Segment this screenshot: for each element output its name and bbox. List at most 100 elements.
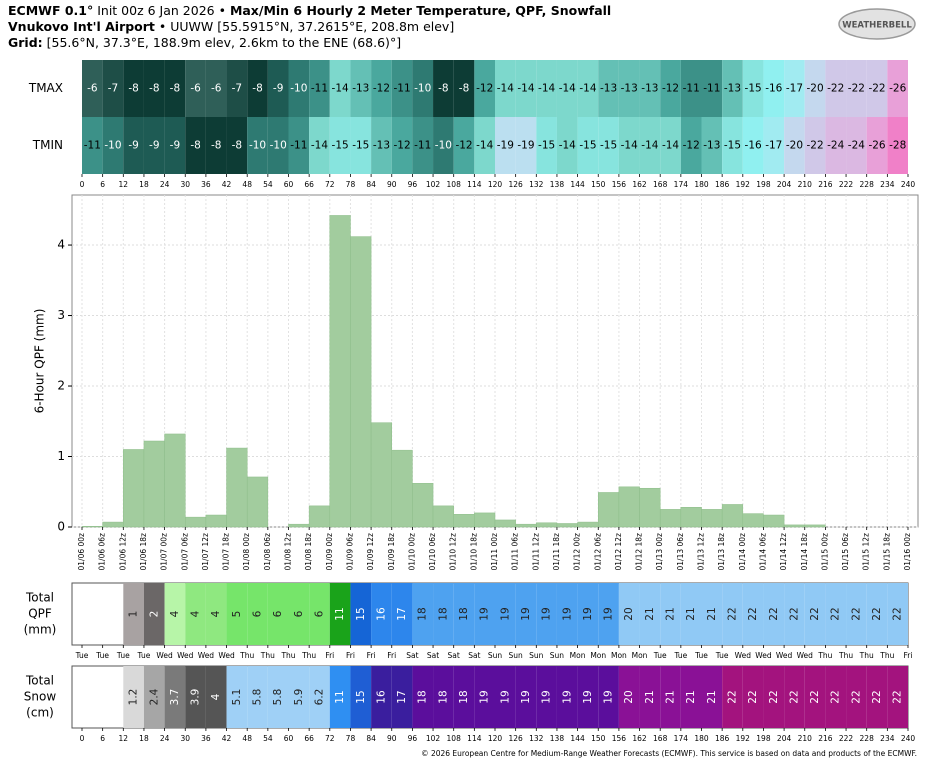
bar bbox=[763, 514, 785, 528]
x-tick-label: Wed bbox=[776, 651, 793, 660]
x-tick-label: 01/10 06z bbox=[428, 533, 437, 571]
x-tick-label: 24 bbox=[160, 180, 170, 189]
x-tick-label: Thu bbox=[859, 651, 874, 660]
total-label: 19 bbox=[561, 607, 573, 620]
x-tick-label: 60 bbox=[284, 180, 294, 189]
x-tick-label: Fri bbox=[904, 651, 913, 660]
temp-cell bbox=[185, 117, 206, 174]
total-label: 4 bbox=[210, 610, 222, 617]
total-cell bbox=[350, 666, 372, 728]
bar bbox=[494, 519, 516, 528]
temp-cell bbox=[329, 60, 351, 117]
temp-label: -15 bbox=[579, 140, 596, 152]
total-label: 19 bbox=[499, 607, 511, 620]
temp-label: -11 bbox=[414, 140, 431, 152]
x-tick-label: 144 bbox=[570, 180, 585, 189]
x-tick-label: 48 bbox=[242, 734, 252, 743]
x-tick-label: 168 bbox=[653, 180, 668, 189]
total-label: 16 bbox=[375, 690, 387, 704]
total-cell bbox=[515, 583, 537, 645]
temp-label: -22 bbox=[806, 140, 823, 152]
x-tick-label: 01/12 18z bbox=[635, 533, 644, 571]
bar bbox=[659, 509, 682, 528]
x-tick-label: Sun bbox=[529, 651, 544, 660]
temp-label: -11 bbox=[683, 83, 700, 95]
x-tick-label: 18 bbox=[139, 180, 149, 189]
total-label: 3.7 bbox=[169, 689, 181, 706]
x-tick-label: 01/12 12z bbox=[614, 533, 623, 571]
total-cell bbox=[618, 583, 640, 645]
panel-label: (cm) bbox=[26, 706, 54, 720]
temp-cell bbox=[329, 117, 351, 174]
temp-cell bbox=[412, 117, 434, 174]
total-cell bbox=[722, 583, 743, 645]
total-cell bbox=[577, 583, 599, 645]
x-tick-label: Fri bbox=[387, 651, 396, 660]
temp-label: -12 bbox=[373, 83, 390, 95]
x-tick-label: 204 bbox=[777, 180, 792, 189]
temp-label: -9 bbox=[149, 140, 159, 152]
panel-label: QPF bbox=[28, 607, 52, 621]
total-label: 3.9 bbox=[190, 689, 202, 706]
x-tick-label: 01/11 12z bbox=[531, 533, 540, 571]
x-tick-label: 12 bbox=[119, 734, 129, 743]
x-tick-label: 42 bbox=[222, 734, 232, 743]
total-cell bbox=[433, 583, 454, 645]
row-label: TMAX bbox=[28, 81, 63, 95]
total-cell bbox=[309, 583, 330, 645]
total-cell bbox=[309, 666, 330, 728]
x-tick-label: 102 bbox=[426, 180, 441, 189]
temp-label: -11 bbox=[311, 83, 328, 95]
x-tick-label: Wed bbox=[735, 651, 752, 660]
x-tick-label: Tue bbox=[715, 651, 729, 660]
temp-label: -13 bbox=[352, 83, 369, 95]
temp-label: -12 bbox=[476, 83, 493, 95]
bar bbox=[185, 516, 207, 528]
x-tick-label: 72 bbox=[325, 734, 335, 743]
panel-label: (mm) bbox=[24, 623, 57, 637]
temp-cell bbox=[680, 117, 702, 174]
x-tick-label: 01/10 18z bbox=[469, 533, 478, 571]
total-cell bbox=[598, 583, 619, 645]
temp-label: -22 bbox=[868, 83, 885, 95]
temp-cell bbox=[226, 117, 248, 174]
total-cell bbox=[804, 583, 826, 645]
temp-label: -14 bbox=[621, 140, 638, 152]
x-tick-label: Thu bbox=[838, 651, 853, 660]
temp-cell bbox=[371, 117, 392, 174]
total-cell bbox=[763, 583, 785, 645]
x-tick-label: 78 bbox=[346, 180, 356, 189]
total-label: 22 bbox=[850, 607, 862, 620]
bar bbox=[804, 524, 826, 528]
total-cell bbox=[536, 583, 557, 645]
x-tick-label: 108 bbox=[447, 180, 462, 189]
temp-cell bbox=[309, 117, 330, 174]
total-cell bbox=[660, 666, 681, 728]
total-label: 5 bbox=[231, 611, 243, 618]
x-tick-label: 01/15 18z bbox=[882, 533, 891, 571]
temp-label: -22 bbox=[827, 83, 844, 95]
header-line: ECMWF 0.1° Init 00z 6 Jan 2026 • Max/Min… bbox=[8, 3, 611, 19]
x-tick-label: 01/12 06z bbox=[593, 533, 602, 571]
temp-cell bbox=[639, 117, 661, 174]
temp-label: -8 bbox=[170, 83, 180, 95]
temp-cell bbox=[102, 117, 124, 174]
temp-cell bbox=[763, 117, 785, 174]
temp-label: -19 bbox=[517, 140, 534, 152]
total-cell bbox=[247, 666, 268, 728]
temp-cell bbox=[825, 60, 847, 117]
temp-label: -10 bbox=[290, 83, 307, 95]
x-tick-label: 180 bbox=[694, 734, 709, 743]
x-tick-label: 01/08 00z bbox=[242, 533, 251, 571]
temp-label: -13 bbox=[621, 83, 638, 95]
total-cell bbox=[825, 666, 847, 728]
total-label: 21 bbox=[685, 607, 697, 620]
x-tick-label: 132 bbox=[529, 734, 544, 743]
x-tick-label: 0 bbox=[80, 734, 85, 743]
total-cell bbox=[763, 666, 785, 728]
x-tick-label: 210 bbox=[798, 734, 813, 743]
total-cell bbox=[185, 583, 206, 645]
total-cell bbox=[536, 666, 557, 728]
temp-label: -15 bbox=[538, 140, 555, 152]
temp-label: -12 bbox=[683, 140, 700, 152]
